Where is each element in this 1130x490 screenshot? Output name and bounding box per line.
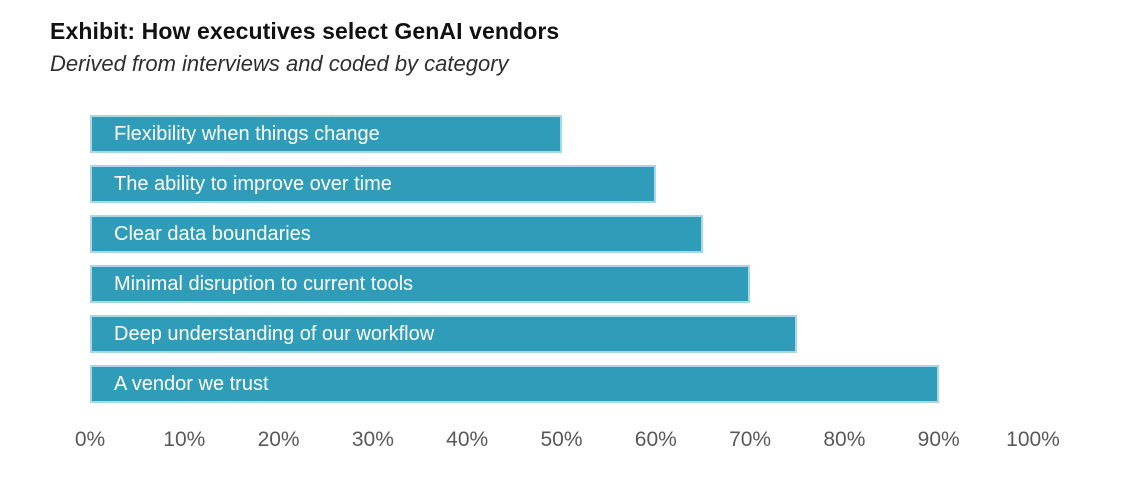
bar-label: Deep understanding of our workflow (114, 322, 435, 345)
x-axis-tick-label: 90% (917, 428, 960, 451)
bar-row: A vendor we trust (90, 365, 1033, 403)
bar-chart: Flexibility when things change The abilit… (75, 115, 1060, 475)
x-axis-tick-label: 60% (634, 428, 677, 451)
x-axis-tick-label: 100% (1006, 428, 1060, 451)
bar-label: The ability to improve over time (114, 172, 392, 195)
x-axis-tick-label: 20% (257, 428, 300, 451)
bar-row: Clear data boundaries (90, 215, 1033, 253)
bar: Deep understanding of our workflow (90, 315, 798, 353)
x-axis-tick-label: 80% (823, 428, 866, 451)
bar-label: Clear data boundaries (114, 222, 311, 245)
bar: A vendor we trust (90, 365, 939, 403)
x-axis-tick-label: 70% (729, 428, 772, 451)
bar-label: A vendor we trust (114, 372, 269, 395)
x-axis-tick-label: 30% (351, 428, 394, 451)
bar-row: Flexibility when things change (90, 115, 1033, 153)
x-axis-tick-label: 10% (163, 428, 206, 451)
x-axis-tick-label: 40% (446, 428, 489, 451)
chart-subtitle: Derived from interviews and coded by cat… (50, 51, 509, 76)
bar: Clear data boundaries (90, 215, 703, 253)
bar: Minimal disruption to current tools (90, 265, 751, 303)
bar-row: Minimal disruption to current tools (90, 265, 1033, 303)
bar-row: Deep understanding of our workflow (90, 315, 1033, 353)
bars-container: Flexibility when things change The abilit… (90, 115, 1033, 403)
x-axis-tick-label: 0% (74, 428, 106, 451)
bar: The ability to improve over time (90, 165, 656, 203)
bar-label: Flexibility when things change (114, 122, 380, 145)
bar-label: Minimal disruption to current tools (114, 272, 414, 295)
x-axis-tick-label: 50% (540, 428, 583, 451)
chart-title: Exhibit: How executives select GenAI ven… (50, 18, 560, 44)
x-axis: 0% 10% 20% 30% 40% 50% 60% 70% 80% 90% 100% (75, 428, 1060, 454)
bar-row: The ability to improve over time (90, 165, 1033, 203)
bar: Flexibility when things change (90, 115, 562, 153)
